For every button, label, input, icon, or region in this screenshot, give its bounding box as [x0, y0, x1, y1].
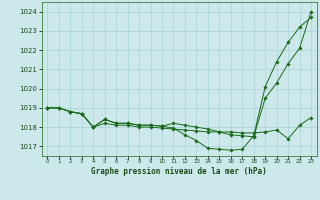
- X-axis label: Graphe pression niveau de la mer (hPa): Graphe pression niveau de la mer (hPa): [91, 167, 267, 176]
